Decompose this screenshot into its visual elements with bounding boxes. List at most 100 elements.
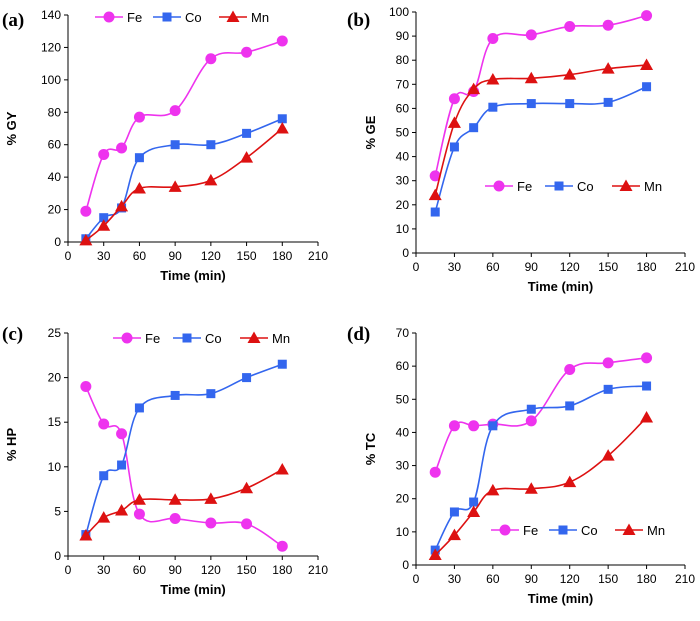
data-point-fe [429,170,441,182]
y-tick-label: 50 [396,126,410,140]
series-line-co [85,118,283,240]
x-axis-label: Time (min) [160,582,226,597]
data-point-fe [116,428,128,440]
data-point-co [449,142,459,152]
data-point-mn [168,493,182,505]
legend-label-mn: Mn [251,10,269,25]
legend-label-mn: Mn [272,331,290,346]
panel-label: (c) [2,324,23,345]
data-point-co [277,359,287,369]
x-tick-label: 180 [272,249,292,263]
y-tick-label: 10 [396,525,410,539]
legend-label-co: Co [205,331,222,346]
y-tick-label: 0 [54,549,61,563]
data-point-mn [115,504,129,516]
panel-label: (b) [347,10,370,31]
x-axis-label: Time (min) [528,279,594,294]
data-point-co [134,403,144,413]
y-axis-label: % GE [363,115,378,149]
data-point-fe [525,415,537,427]
series-line-mn [434,416,648,556]
legend-label-co: Co [581,523,598,538]
data-point-fe [641,352,653,364]
data-point-fe [429,466,441,478]
panel-c: 0 5 10 15 20 25 0 30 60 90 120 150 180 210 Time (min)%… [2,324,328,597]
data-point-mn [132,493,146,505]
y-tick-label: 20 [396,492,410,506]
y-tick-label: 50 [396,392,410,406]
series-line-co [85,363,283,535]
x-axis-label: Time (min) [528,591,594,606]
data-point-mn [601,62,615,74]
legend-marker-fe [493,180,505,192]
data-point-co [469,497,479,507]
y-tick-label: 10 [48,460,62,474]
data-point-mn [640,58,654,71]
y-tick-label: 20 [48,203,62,217]
legend-marker-co [162,12,172,22]
data-point-co [206,140,216,150]
series-line-mn [85,468,283,537]
data-point-mn [563,475,577,488]
data-point-mn [563,68,577,80]
x-tick-label: 120 [201,249,221,263]
data-point-mn [428,188,442,201]
legend-marker-co [554,181,564,191]
y-axis-label: % TC [363,432,378,465]
x-tick-label: 210 [308,563,328,577]
data-point-fe [487,33,499,45]
data-point-fe [602,357,614,369]
data-point-fe [276,35,288,47]
legend-marker-co [182,333,192,343]
y-tick-label: 20 [396,198,410,212]
data-point-mn [79,528,93,541]
y-tick-label: 25 [48,326,62,340]
x-tick-label: 150 [237,249,257,263]
data-point-mn [240,481,254,494]
y-tick-label: 40 [396,150,410,164]
data-point-mn [486,483,500,496]
y-tick-label: 0 [54,235,61,249]
x-tick-label: 60 [486,572,500,586]
data-point-mn [275,122,289,134]
legend-marker-mn [247,331,261,343]
data-point-fe [241,518,253,530]
x-tick-label: 30 [448,572,462,586]
y-tick-label: 40 [48,170,62,184]
data-point-co [488,421,498,431]
y-tick-label: 90 [396,29,410,43]
y-tick-label: 140 [41,8,61,22]
x-tick-label: 0 [65,249,72,263]
data-point-co [206,389,216,399]
x-tick-label: 120 [201,563,221,577]
x-tick-label: 90 [525,260,539,274]
y-tick-label: 70 [396,77,410,91]
x-tick-label: 30 [97,249,111,263]
y-tick-label: 120 [41,40,61,54]
y-tick-label: 70 [396,326,410,340]
legend-marker-mn [622,523,636,535]
x-tick-label: 180 [637,572,657,586]
panel-label: (d) [347,324,370,345]
data-point-fe [602,19,614,31]
legend-label-fe: Fe [523,523,538,538]
data-point-mn [486,72,500,85]
y-tick-label: 60 [396,359,410,373]
data-point-mn [204,173,218,186]
y-tick-label: 30 [396,174,410,188]
legend-marker-fe [121,332,133,344]
y-tick-label: 15 [48,415,62,429]
y-tick-label: 30 [396,459,410,473]
data-point-mn [132,181,146,194]
series-line-co [434,85,647,213]
data-point-co [134,153,144,163]
x-tick-label: 0 [413,572,420,586]
x-tick-label: 60 [133,249,147,263]
y-tick-label: 10 [396,222,410,236]
y-tick-label: 100 [389,5,409,19]
x-tick-label: 60 [486,260,500,274]
legend-label-mn: Mn [647,523,665,538]
data-point-fe [133,508,145,520]
y-tick-label: 60 [48,138,62,152]
x-axis-label: Time (min) [160,268,226,283]
